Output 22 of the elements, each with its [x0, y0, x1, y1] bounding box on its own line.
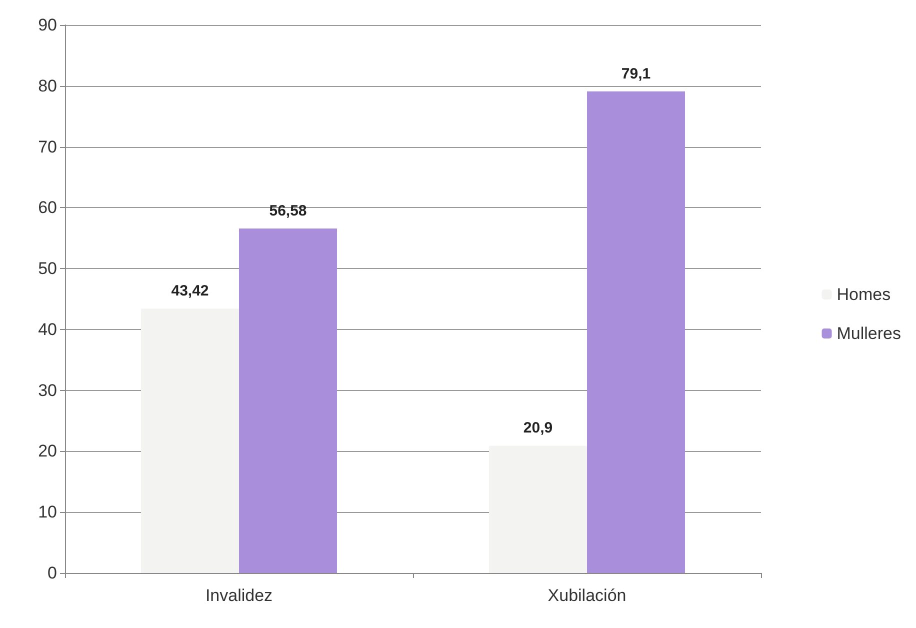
y-tick-label: 20: [38, 442, 57, 461]
y-tick-label: 30: [38, 380, 57, 400]
y-tick-label: 70: [38, 137, 57, 156]
x-tick-label: Invalidez: [205, 586, 273, 605]
data-label: 43,42: [171, 282, 209, 300]
bar: [141, 308, 239, 573]
y-tick-label: 40: [38, 320, 57, 339]
y-tick-label: 80: [38, 76, 57, 96]
legend-label: Homes: [836, 285, 891, 304]
x-tick-label: Xubilación: [548, 586, 626, 605]
bar: [587, 91, 685, 573]
y-tick-label: 10: [38, 502, 57, 522]
data-label: 56,58: [269, 202, 307, 220]
data-label: 20,9: [523, 420, 553, 437]
legend-label: Mulleres: [836, 324, 902, 343]
y-tick-label: 60: [38, 198, 57, 218]
y-tick-label: 90: [38, 16, 57, 34]
data-label: 79,1: [621, 65, 651, 82]
bar: [239, 228, 337, 573]
y-tick-label: 50: [38, 259, 57, 278]
bar: [489, 446, 587, 573]
y-tick-label: 0: [48, 564, 57, 582]
